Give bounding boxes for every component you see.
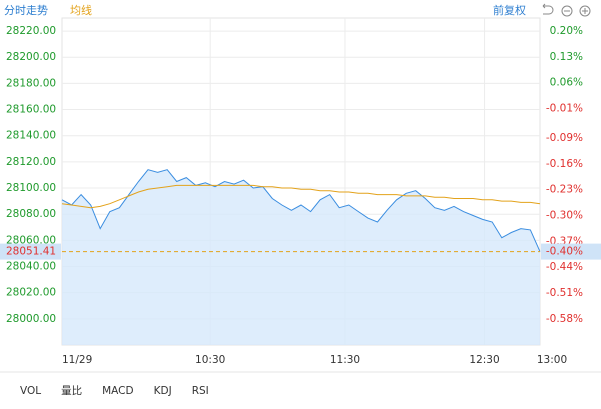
last-price-label: 28051.41 [6, 246, 56, 258]
y2-tick-label: -0.58% [546, 313, 583, 325]
indicator-tab[interactable]: MACD [102, 385, 133, 397]
y2-tick-label: -0.30% [546, 210, 583, 222]
y2-tick-label: -0.51% [546, 287, 583, 299]
y2-tick-label: -0.01% [546, 103, 583, 115]
reset-icon[interactable] [542, 3, 554, 15]
last-change-box [541, 243, 601, 260]
y-tick-label: 28160.00 [6, 104, 56, 116]
y-tick-label: 28180.00 [6, 77, 56, 89]
last-change-label: -0.40% [546, 246, 583, 258]
y2-tick-label: -0.23% [546, 184, 583, 196]
zoom-in-icon[interactable] [579, 5, 591, 17]
x-tick-label: 10:30 [195, 354, 225, 366]
y2-tick-label: 0.13% [550, 51, 583, 63]
y-tick-label: 28100.00 [6, 182, 56, 194]
y2-tick-label: 0.20% [550, 25, 583, 37]
y-tick-label: 28040.00 [6, 261, 56, 273]
price-area [62, 169, 540, 345]
x-tick-label: 12:30 [469, 354, 499, 366]
y-tick-label: 28220.00 [6, 25, 56, 37]
y-tick-label: 28000.00 [6, 313, 56, 325]
indicator-tab[interactable]: KDJ [154, 385, 172, 397]
zoom-out-icon[interactable] [561, 5, 573, 17]
y2-tick-label: -0.16% [546, 158, 583, 170]
y-tick-label: 28060.00 [6, 234, 56, 246]
indicator-tab[interactable]: VOL [20, 385, 41, 397]
y2-tick-label: -0.09% [546, 132, 583, 144]
y-tick-label: 28200.00 [6, 51, 56, 63]
price-line [61, 169, 541, 252]
x-tick-label: 11:30 [330, 354, 360, 366]
y-tick-label: 28120.00 [6, 156, 56, 168]
toolbar-icons[interactable] [542, 3, 591, 17]
tab-title[interactable]: 分时走势 [4, 4, 48, 17]
x-tick-label: 11/29 [62, 354, 92, 366]
indicator-tab[interactable]: RSI [192, 385, 209, 397]
last-price-box [0, 243, 61, 260]
y2-tick-label: 0.06% [550, 77, 583, 89]
y-tick-label: 28020.00 [6, 287, 56, 299]
indicator-tab[interactable]: 量比 [61, 384, 82, 397]
y-tick-label: 28080.00 [6, 208, 56, 220]
y2-tick-label: -0.44% [546, 261, 583, 273]
x-tick-label: 13:00 [537, 354, 567, 366]
ma-legend: 均线 [70, 3, 92, 17]
adjust-button[interactable]: 前复权 [493, 3, 526, 17]
ma-line [61, 184, 541, 209]
y-tick-label: 28140.00 [6, 130, 56, 142]
